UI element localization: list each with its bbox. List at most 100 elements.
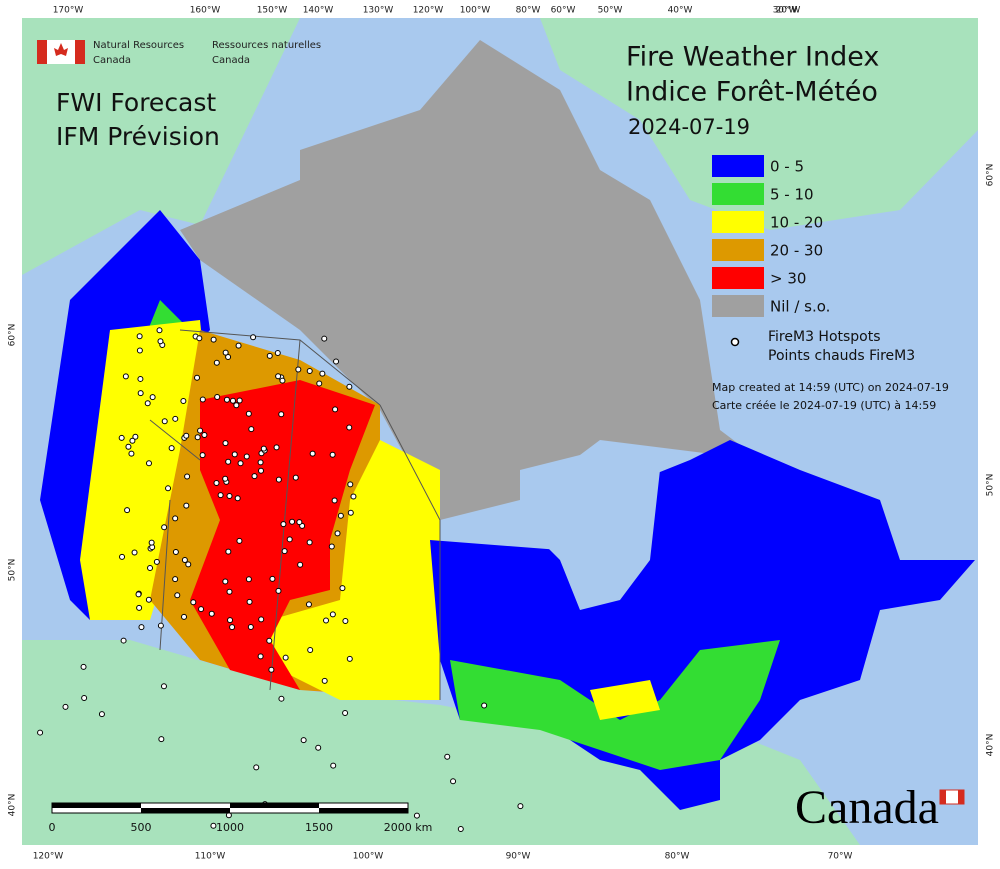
hotspot — [295, 366, 302, 373]
lon-label: 150°W — [257, 6, 288, 16]
lon-label: 140°W — [303, 6, 334, 16]
legend-swatch — [712, 211, 764, 233]
legend-label: FireM3 Hotspots — [768, 329, 881, 345]
hotspot — [161, 418, 168, 425]
hotspot — [147, 564, 154, 571]
hotspot — [199, 452, 206, 459]
hotspot — [237, 460, 244, 467]
land — [22, 18, 978, 845]
hotspot — [138, 624, 145, 631]
scale-segment — [230, 803, 319, 808]
lon-label: 40°W — [668, 6, 693, 16]
hotspot — [183, 432, 190, 439]
hotspot — [236, 397, 243, 404]
legend-label: 5 - 10 — [770, 186, 814, 204]
hotspot — [321, 335, 328, 342]
hotspot — [319, 370, 326, 377]
hotspot — [190, 599, 197, 606]
lon-label: 30°W — [773, 6, 798, 16]
forecast-title: IFM Prévision — [56, 122, 220, 151]
hotspot — [136, 604, 143, 611]
hotspot — [235, 342, 242, 349]
hotspot — [275, 373, 282, 380]
hotspot — [137, 375, 144, 382]
hotspot — [217, 492, 224, 499]
hotspot-symbol — [730, 337, 740, 347]
hotspot — [332, 406, 339, 413]
legend-label: Nil / s.o. — [770, 298, 830, 316]
legend-swatch — [712, 267, 764, 289]
scale-label: 500 — [131, 821, 152, 834]
legend-swatch — [712, 183, 764, 205]
hotspot — [227, 617, 234, 624]
lon-label: 70°W — [828, 852, 853, 862]
hotspot — [214, 393, 221, 400]
hotspot — [309, 450, 316, 457]
hotspot — [145, 460, 152, 467]
lon-label: 60°W — [551, 6, 576, 16]
hotspot — [184, 473, 191, 480]
hotspot — [233, 402, 240, 409]
hotspot — [135, 591, 142, 598]
dept-fr: Ressources naturelles — [212, 40, 321, 51]
hotspot — [337, 512, 344, 519]
hotspot — [185, 561, 192, 568]
hotspot — [339, 585, 346, 592]
hotspot — [268, 666, 275, 673]
hotspot — [225, 458, 232, 465]
hotspot — [517, 803, 524, 810]
hotspot — [346, 383, 353, 390]
hotspot — [157, 622, 164, 629]
flag-leaf — [54, 43, 68, 56]
wordmark-flag-bar — [940, 790, 946, 804]
lat-label: 50°N — [8, 559, 18, 582]
hotspot — [260, 445, 267, 452]
hotspot — [158, 736, 165, 743]
hotspot — [444, 753, 451, 760]
hotspot — [225, 548, 232, 555]
scale-label: 0 — [49, 821, 56, 834]
hotspot — [172, 576, 179, 583]
hotspot — [450, 778, 457, 785]
hotspot — [275, 587, 282, 594]
hotspot — [248, 426, 255, 433]
lon-label: 120°W — [413, 6, 444, 16]
hotspot — [274, 349, 281, 356]
lat-label: 60°N — [986, 164, 996, 187]
hotspot — [481, 702, 488, 709]
greenland — [540, 18, 978, 230]
hotspot — [329, 451, 336, 458]
hotspot — [120, 637, 127, 644]
hotspot — [172, 415, 179, 422]
hotspot — [222, 349, 229, 356]
hotspot — [197, 427, 204, 434]
legend-label: > 30 — [770, 270, 806, 288]
borders — [149, 329, 441, 700]
hotspot — [334, 530, 341, 537]
lat-label: 50°N — [986, 474, 996, 497]
hotspot — [98, 711, 105, 718]
hotspot — [124, 507, 131, 514]
hotspot — [266, 637, 273, 644]
hotspot — [278, 411, 285, 418]
hotspot — [223, 396, 230, 403]
hotspot — [165, 485, 172, 492]
hotspot — [222, 578, 229, 585]
hotspot — [330, 762, 337, 769]
hotspot — [225, 354, 232, 361]
hotspot — [245, 576, 252, 583]
dept-fr: Canada — [212, 55, 250, 66]
dept-en: Canada — [93, 55, 131, 66]
scale-segment — [141, 808, 230, 813]
hotspot — [342, 617, 349, 624]
hotspot — [231, 451, 238, 458]
legend-swatch — [712, 239, 764, 261]
hotspot — [413, 812, 420, 819]
hotspot — [257, 459, 264, 466]
hotspot — [306, 539, 313, 546]
hotspot — [236, 537, 243, 544]
hotspot — [292, 474, 299, 481]
lon-label: 80°W — [516, 6, 541, 16]
zone-extreme — [190, 380, 375, 690]
hotspot — [328, 543, 335, 550]
